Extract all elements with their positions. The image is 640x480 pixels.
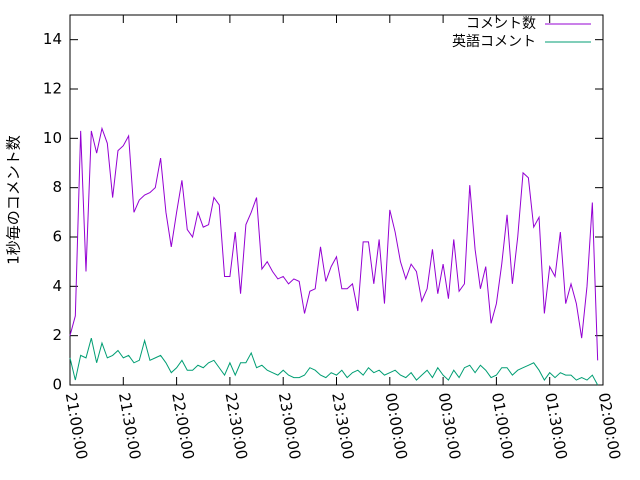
y-tick-label: 6: [52, 228, 62, 246]
x-tick-label: 22:00:00: [168, 391, 197, 460]
legend-label: 英語コメント: [452, 33, 536, 50]
x-tick-label: 23:00:00: [275, 391, 304, 460]
legend-label: コメント数: [466, 16, 536, 32]
x-tick-label: 02:00:00: [595, 391, 624, 460]
y-tick-label: 4: [52, 277, 62, 295]
y-tick-label: 8: [52, 178, 62, 196]
y-tick-label: 14: [43, 30, 62, 48]
y-tick-label: 2: [52, 326, 62, 344]
x-tick-label: 00:30:00: [435, 391, 464, 460]
y-axis-label: 1秒毎のコメント数: [5, 135, 23, 265]
x-tick-label: 22:30:00: [222, 391, 251, 460]
x-tick-label: 00:00:00: [381, 391, 410, 460]
x-tick-label: 01:30:00: [541, 391, 570, 460]
x-tick-label: 01:00:00: [488, 391, 517, 460]
series-line: [69, 126, 599, 361]
y-tick-label: 12: [43, 80, 62, 98]
plot-border: [69, 14, 604, 386]
x-tick-label: 23:30:00: [328, 391, 357, 460]
x-tick-label: 21:30:00: [115, 391, 144, 460]
series-line: [69, 337, 599, 386]
y-tick-label: 0: [52, 376, 62, 394]
y-tick-label: 10: [43, 129, 62, 147]
x-tick-label: 21:00:00: [62, 391, 91, 460]
